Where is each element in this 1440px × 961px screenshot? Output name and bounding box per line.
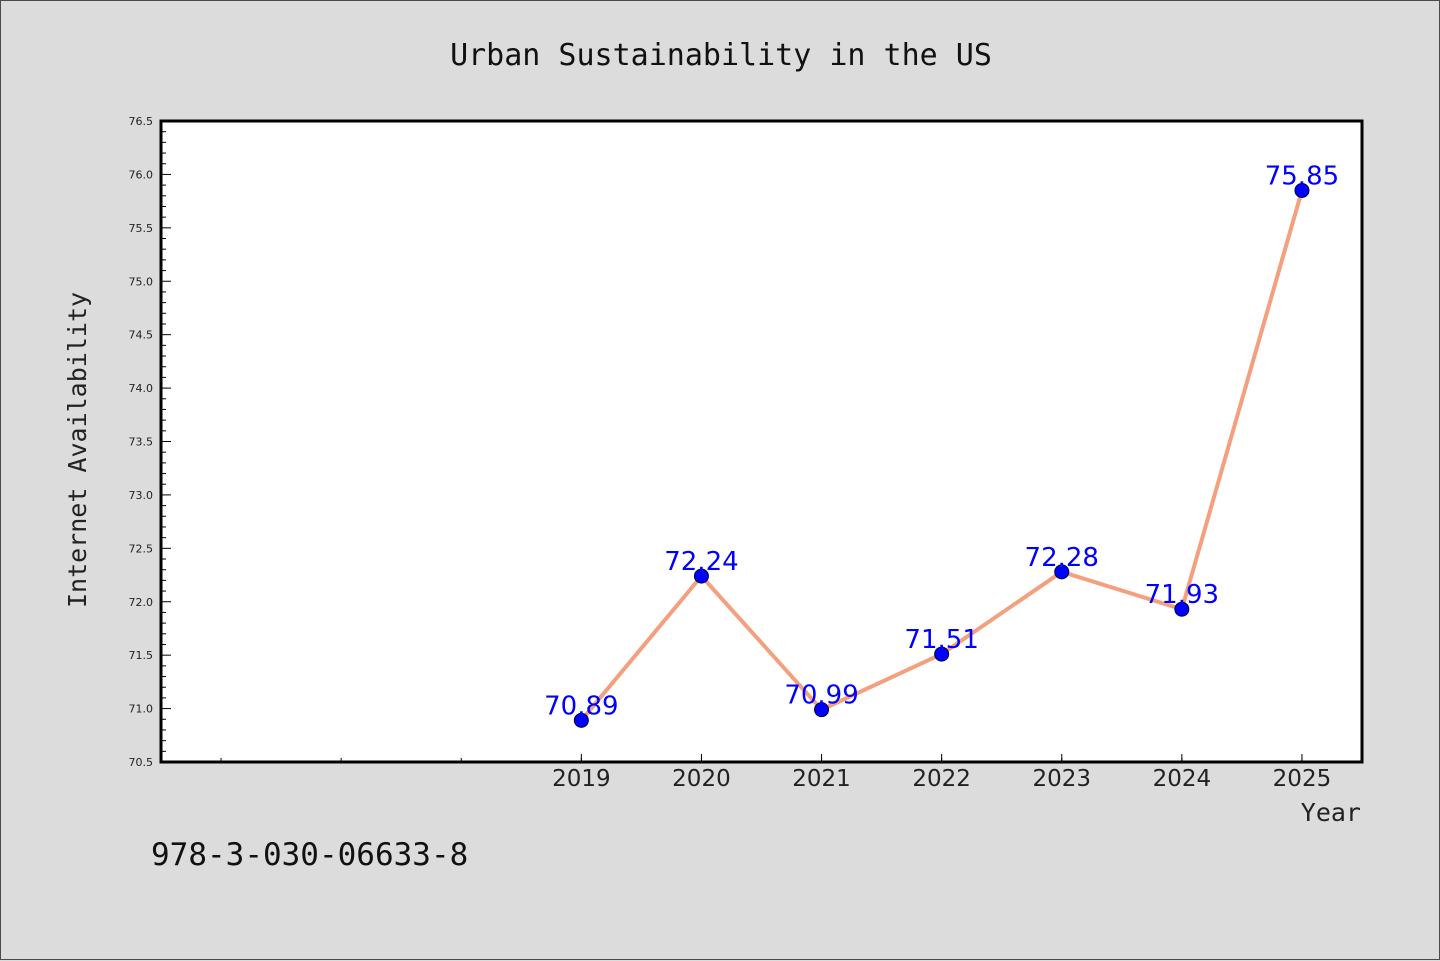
y-tick-label: 72.5 [129, 542, 154, 555]
y-tick-label: 71.5 [129, 649, 154, 662]
y-tick-label: 75.5 [129, 222, 154, 235]
data-label: 72.24 [664, 547, 738, 577]
y-tick-label: 74.0 [129, 382, 154, 395]
x-tick-label: 2021 [792, 766, 851, 792]
chart-title: Urban Sustainability in the US [450, 38, 992, 73]
isbn-text: 978-3-030-06633-8 [151, 837, 468, 873]
data-point [693, 568, 709, 584]
data-label: 71.51 [904, 625, 978, 655]
y-tick-label: 75.0 [129, 275, 154, 288]
y-tick-label: 71.0 [129, 703, 154, 716]
x-tick-label: 2020 [672, 766, 731, 792]
data-point [1054, 564, 1070, 580]
x-tick-label: 2024 [1153, 766, 1212, 792]
x-tick-label: 2025 [1273, 766, 1332, 792]
y-tick-label: 70.5 [129, 756, 154, 769]
data-point [934, 646, 950, 662]
plot-area [159, 119, 1364, 764]
y-tick-label: 73.5 [129, 436, 154, 449]
y-tick-label: 76.0 [129, 168, 154, 181]
data-labels: 70.89 72.24 70.99 71.51 72.28 71.93 75.85 [544, 161, 1339, 721]
series-line-group [573, 182, 1310, 728]
y-tick-label: 73.0 [129, 489, 154, 502]
data-point [814, 702, 830, 718]
data-label: 72.28 [1025, 543, 1099, 573]
data-label: 75.85 [1265, 161, 1339, 191]
data-label: 70.99 [784, 681, 858, 711]
y-tick-label: 76.5 [129, 115, 154, 128]
x-tick-label: 2023 [1032, 766, 1091, 792]
x-axis: 2019 2020 2021 2022 2023 2024 2025 [220, 754, 1332, 792]
data-point [1174, 601, 1190, 617]
y-axis-label: Internet Availability [63, 292, 92, 608]
x-tick-label: 2019 [552, 766, 611, 792]
data-label: 70.89 [544, 691, 618, 721]
y-tick-label: 72.0 [129, 596, 154, 609]
y-tick-label: 74.5 [129, 329, 154, 342]
data-point [1294, 182, 1310, 198]
data-label: 71.93 [1145, 580, 1219, 610]
data-point [573, 712, 589, 728]
x-tick-label: 2022 [912, 766, 971, 792]
x-axis-label: Year [1301, 798, 1361, 827]
y-axis: 70.5 71.0 71.5 72.0 72.5 73.0 73.5 74.0 74.5 75.0… [129, 115, 171, 769]
